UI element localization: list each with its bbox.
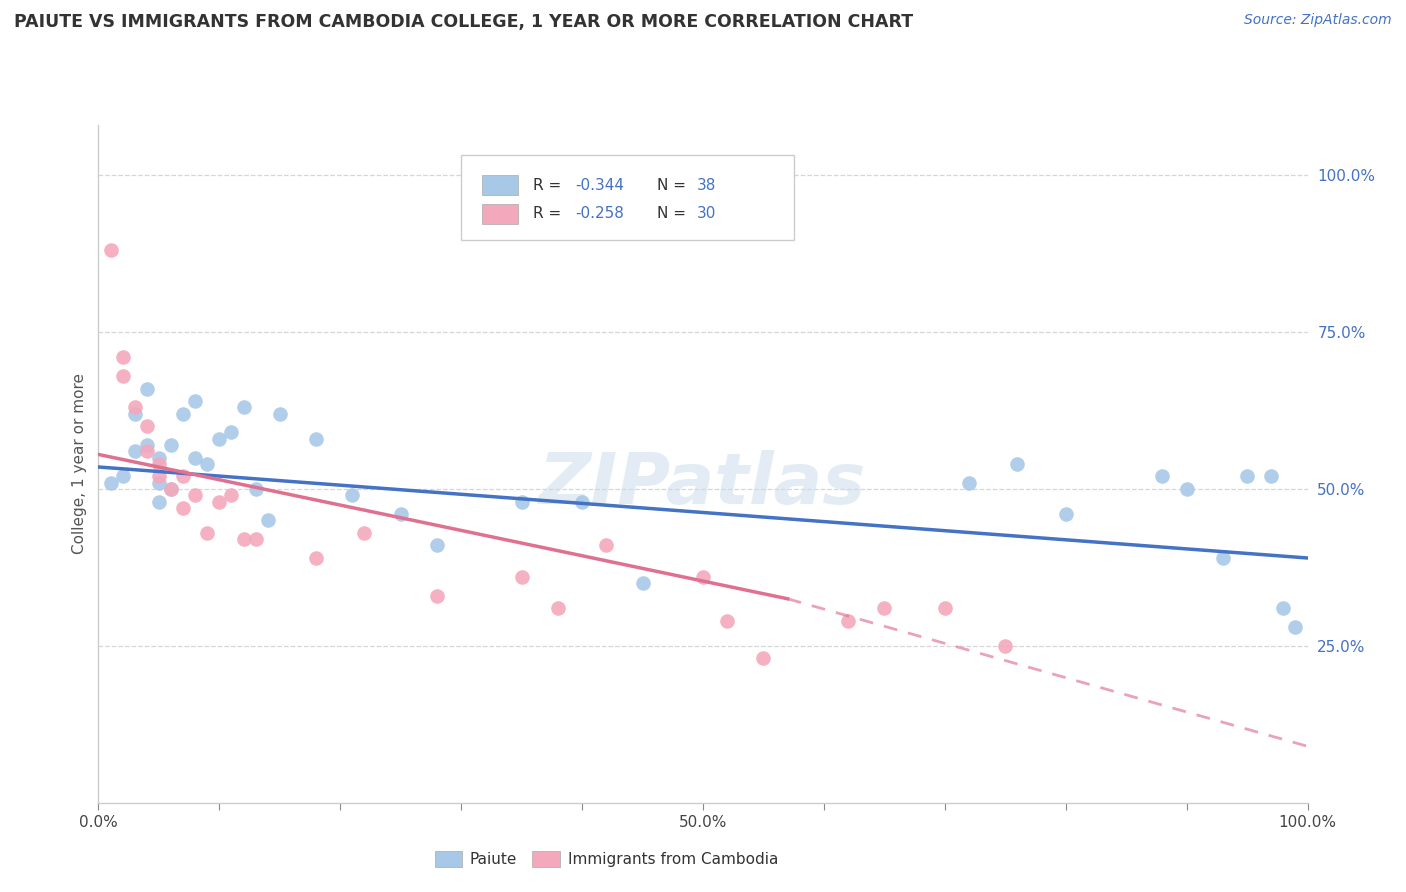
Point <box>1260 469 1282 483</box>
Point <box>172 500 194 515</box>
Point <box>148 494 170 508</box>
Point <box>1236 469 1258 483</box>
Point <box>124 407 146 421</box>
Point <box>934 601 956 615</box>
Point <box>245 482 267 496</box>
Text: N =: N = <box>657 178 690 193</box>
Point <box>426 538 449 552</box>
Point <box>1284 620 1306 634</box>
Point <box>221 488 243 502</box>
Text: -0.344: -0.344 <box>575 178 624 193</box>
Point <box>148 475 170 490</box>
Point <box>111 469 134 483</box>
Point <box>184 488 207 502</box>
Point <box>1272 601 1295 615</box>
Point <box>135 444 157 458</box>
Point <box>100 475 122 490</box>
Point <box>184 394 207 409</box>
Text: PAIUTE VS IMMIGRANTS FROM CAMBODIA COLLEGE, 1 YEAR OR MORE CORRELATION CHART: PAIUTE VS IMMIGRANTS FROM CAMBODIA COLLE… <box>14 13 912 31</box>
Point <box>389 507 412 521</box>
Point <box>1007 457 1029 471</box>
Point <box>426 589 449 603</box>
Point <box>148 457 170 471</box>
Point <box>305 551 328 566</box>
Y-axis label: College, 1 year or more: College, 1 year or more <box>72 374 87 554</box>
Point <box>160 482 183 496</box>
Point <box>631 576 654 591</box>
Point <box>752 651 775 665</box>
Legend: Paiute, Immigrants from Cambodia: Paiute, Immigrants from Cambodia <box>429 845 785 873</box>
Point <box>135 382 157 396</box>
Point <box>221 425 243 440</box>
Point <box>208 494 231 508</box>
Point <box>1152 469 1174 483</box>
Point <box>135 419 157 434</box>
Point <box>124 401 146 415</box>
Point <box>111 368 134 383</box>
Point <box>342 488 364 502</box>
Point <box>1175 482 1198 496</box>
Point <box>232 532 254 546</box>
Bar <box>482 175 517 195</box>
Point <box>111 350 134 364</box>
Text: 38: 38 <box>697 178 716 193</box>
Point <box>1212 551 1234 566</box>
Point <box>510 494 533 508</box>
Point <box>269 407 291 421</box>
Point <box>160 438 183 452</box>
Point <box>148 469 170 483</box>
Text: R =: R = <box>533 178 565 193</box>
Point <box>160 482 183 496</box>
Point <box>305 432 328 446</box>
Point <box>100 244 122 258</box>
Point <box>595 538 617 552</box>
Point <box>135 438 157 452</box>
FancyBboxPatch shape <box>461 155 793 240</box>
Point <box>245 532 267 546</box>
Text: ZIPatlas: ZIPatlas <box>540 450 866 518</box>
Text: Source: ZipAtlas.com: Source: ZipAtlas.com <box>1244 13 1392 28</box>
Point <box>232 401 254 415</box>
Point <box>208 432 231 446</box>
Point <box>571 494 593 508</box>
Text: N =: N = <box>657 206 690 221</box>
Text: 30: 30 <box>697 206 716 221</box>
Text: R =: R = <box>533 206 565 221</box>
Point <box>1054 507 1077 521</box>
Point <box>195 525 218 540</box>
Point <box>184 450 207 465</box>
Point <box>837 614 859 628</box>
Point <box>124 444 146 458</box>
Point <box>256 513 278 527</box>
Point <box>994 639 1017 653</box>
Point <box>547 601 569 615</box>
Text: -0.258: -0.258 <box>575 206 624 221</box>
Point <box>716 614 738 628</box>
Point <box>957 475 980 490</box>
Point <box>353 525 375 540</box>
Point <box>172 407 194 421</box>
Point <box>172 469 194 483</box>
Point <box>692 570 714 584</box>
Point <box>195 457 218 471</box>
Point <box>148 450 170 465</box>
Point <box>873 601 896 615</box>
Point <box>510 570 533 584</box>
Bar <box>482 203 517 224</box>
